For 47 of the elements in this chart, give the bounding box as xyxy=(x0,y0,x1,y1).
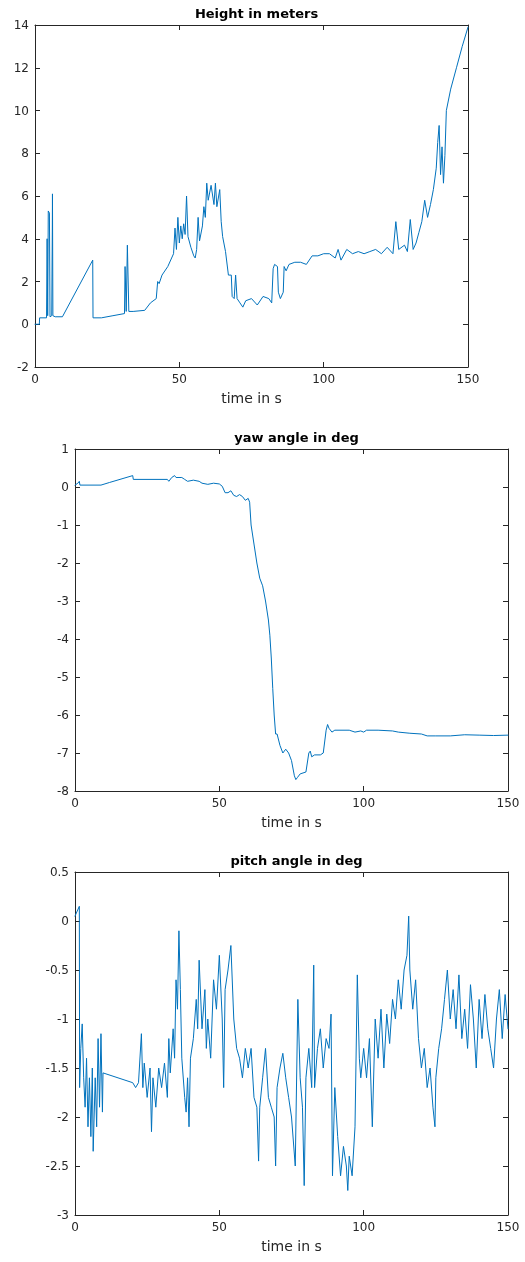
y-tick-label: -3 xyxy=(57,1208,69,1222)
x-axis-title: time in s xyxy=(261,814,322,830)
x-tick-label: 0 xyxy=(31,372,39,386)
y-tick-label: 6 xyxy=(21,189,29,203)
y-tick-label: -1 xyxy=(57,518,69,532)
x-tick-label: 100 xyxy=(352,1220,376,1234)
y-tick-label: 0 xyxy=(61,914,69,928)
y-tick-label: 0.5 xyxy=(49,865,69,879)
x-tick-label: 100 xyxy=(312,372,336,386)
y-tick-label: -2 xyxy=(57,1110,69,1124)
y-tick-label: -1 xyxy=(57,1012,69,1026)
y-tick-label: -8 xyxy=(57,784,69,798)
y-tick-label: -7 xyxy=(57,746,69,760)
x-tick-label: 0 xyxy=(71,796,79,810)
y-tick-label: 10 xyxy=(13,103,29,118)
y-tick-label: -6 xyxy=(57,708,69,722)
x-tick-label: 50 xyxy=(171,372,187,386)
y-tick-label: 12 xyxy=(13,60,29,75)
x-axis-title: time in s xyxy=(261,1238,322,1254)
y-tick-label: -0.5 xyxy=(45,963,69,977)
line-series xyxy=(74,905,509,1191)
chart-title: pitch angle in deg xyxy=(230,853,363,868)
x-tick-label: 0 xyxy=(71,1220,79,1234)
x-tick-label: 50 xyxy=(211,1220,227,1234)
y-tick-label: -2.5 xyxy=(45,1159,69,1173)
y-tick-label: 8 xyxy=(21,146,29,161)
x-tick-label: 150 xyxy=(496,796,520,810)
y-tick-label: -2 xyxy=(17,360,29,374)
y-tick-label: 4 xyxy=(21,231,29,246)
y-tick-label: 0 xyxy=(61,480,69,494)
y-tick-label: 2 xyxy=(21,274,29,289)
line-series xyxy=(74,475,509,781)
y-tick-label: -5 xyxy=(57,670,69,684)
y-tick-label: -2 xyxy=(57,556,69,570)
chart-title: Height in meters xyxy=(194,6,319,21)
y-tick-label: -3 xyxy=(57,594,69,608)
y-tick-label: 14 xyxy=(13,18,29,32)
chart-title: yaw angle in deg xyxy=(234,430,359,445)
y-tick-label: 0 xyxy=(21,317,29,332)
y-tick-label: -1.5 xyxy=(45,1061,69,1075)
y-tick-label: -4 xyxy=(57,632,69,646)
x-tick-label: 150 xyxy=(456,372,480,386)
x-axis-title: time in s xyxy=(221,390,282,406)
x-tick-label: 150 xyxy=(496,1220,520,1234)
x-tick-label: 50 xyxy=(211,796,227,810)
y-tick-label: 1 xyxy=(61,442,69,456)
x-tick-label: 100 xyxy=(352,796,376,810)
